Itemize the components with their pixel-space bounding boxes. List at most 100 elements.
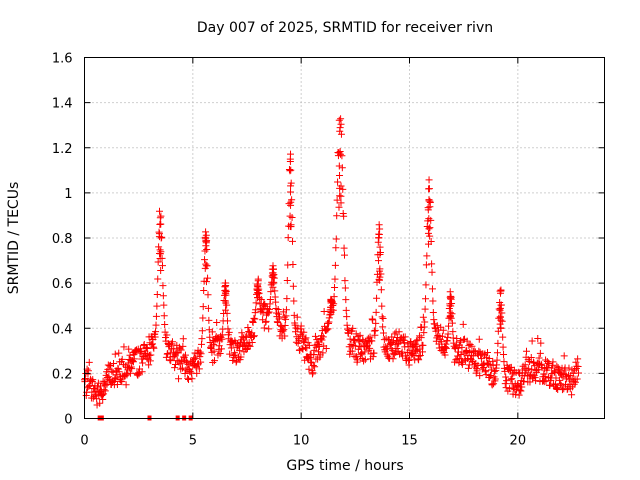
- data-point: [417, 334, 425, 342]
- y-tick-label: 0.8: [52, 232, 73, 247]
- data-point: [177, 365, 185, 373]
- data-point: [556, 380, 564, 388]
- data-point: [407, 337, 415, 345]
- data-point: [379, 323, 387, 331]
- data-point: [195, 365, 203, 373]
- data-point: [292, 324, 300, 332]
- data-point: [487, 366, 495, 374]
- data-point: [377, 270, 385, 278]
- data-point: [425, 240, 433, 248]
- data-point: [190, 354, 198, 362]
- data-point: [425, 185, 433, 193]
- data-point: [201, 264, 209, 272]
- data-point: [282, 312, 290, 320]
- data-point: [463, 337, 471, 345]
- data-point: [156, 220, 164, 228]
- data-point: [459, 320, 467, 328]
- data-point: [354, 356, 361, 364]
- y-axis-label: SRMTID / TECUs: [6, 182, 22, 295]
- data-point: [335, 203, 343, 211]
- data-point: [401, 333, 409, 341]
- data-point: [89, 376, 97, 384]
- x-tick-label: 5: [189, 434, 197, 449]
- data-point: [224, 317, 231, 325]
- data-point: [183, 359, 191, 367]
- data-point: [342, 306, 350, 314]
- data-point: [85, 382, 93, 390]
- data-point: [155, 249, 163, 257]
- data-point: [152, 328, 160, 336]
- data-point: [287, 182, 295, 190]
- data-point: [517, 387, 525, 395]
- data-point: [484, 349, 491, 357]
- data-point: [331, 275, 339, 283]
- data-points: [81, 115, 582, 421]
- data-point: [336, 124, 344, 132]
- data-point: [491, 375, 499, 383]
- data-point: [337, 182, 345, 190]
- data-point: [311, 332, 319, 340]
- data-point: [262, 317, 270, 325]
- data-point: [155, 207, 163, 215]
- data-point: [351, 336, 359, 344]
- tick-labels: 0 0.2 0.4 0.6 0.8 1 1.2 1.4 1.6 0 5 10 15 20: [52, 52, 526, 449]
- data-point: [509, 370, 517, 378]
- data-point: [369, 316, 377, 324]
- data-point: [179, 335, 187, 343]
- data-point: [341, 284, 349, 292]
- data-point: [428, 260, 436, 268]
- data-point: [465, 342, 473, 350]
- data-point: [295, 336, 303, 344]
- data-point: [245, 328, 253, 336]
- data-point: [320, 307, 328, 315]
- data-point: [287, 150, 295, 158]
- data-point: [528, 337, 536, 345]
- data-point: [246, 342, 254, 350]
- data-point: [226, 350, 234, 358]
- data-point: [497, 301, 505, 309]
- data-point: [378, 302, 386, 310]
- x-tick-label: 20: [510, 434, 527, 449]
- data-point: [289, 261, 297, 269]
- data-point: [201, 256, 209, 264]
- data-point: [502, 373, 510, 381]
- data-point: [137, 348, 145, 356]
- data-point: [200, 286, 208, 294]
- data-point: [113, 380, 121, 388]
- data-point: [97, 382, 105, 390]
- data-point: [271, 287, 279, 295]
- data-point: [272, 298, 280, 306]
- data-point: [546, 381, 554, 389]
- data-point: [429, 308, 437, 316]
- data-point: [120, 343, 128, 351]
- data-point: [223, 309, 231, 317]
- data-point: [389, 347, 397, 355]
- data-point: [213, 319, 221, 327]
- data-point: [171, 364, 179, 372]
- data-point: [184, 374, 192, 382]
- data-point: [179, 342, 187, 350]
- data-point: [342, 296, 350, 304]
- data-point: [260, 300, 268, 308]
- data-point: [142, 344, 150, 352]
- data-point: [269, 283, 277, 291]
- data-point: [156, 214, 164, 222]
- data-point: [233, 357, 241, 365]
- data-point: [199, 303, 207, 311]
- data-point: [499, 333, 507, 341]
- data-point: [202, 231, 210, 239]
- data-point: [125, 355, 133, 363]
- data-point: [139, 359, 147, 367]
- data-point: [549, 358, 557, 366]
- data-point: [422, 261, 430, 269]
- data-point: [265, 325, 273, 333]
- data-point: [499, 343, 507, 351]
- data-point: [287, 201, 295, 209]
- data-point: [542, 377, 550, 385]
- data-point: [240, 334, 248, 342]
- data-point: [331, 284, 339, 292]
- data-point: [534, 335, 542, 343]
- data-point: [270, 274, 278, 282]
- data-point: [551, 367, 559, 375]
- data-point: [222, 297, 230, 305]
